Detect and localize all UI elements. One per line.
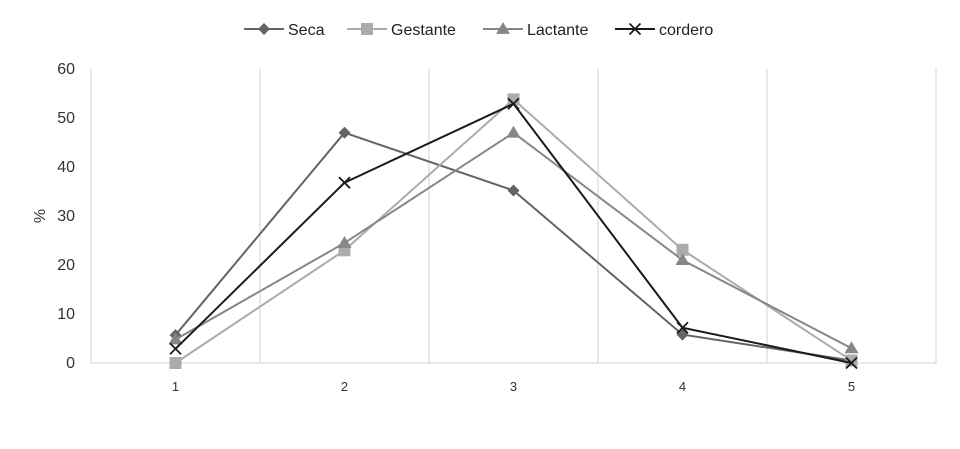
- y-tick-label: 10: [57, 306, 75, 323]
- legend-item-cordero: cordero: [615, 22, 713, 39]
- x-tick-label: 1: [172, 379, 179, 394]
- axes: 0 10 20 30 40 50 60 1 2 3 4 5: [57, 61, 936, 394]
- data-point-lactante: [337, 235, 352, 248]
- legend-marker: [361, 23, 373, 35]
- marker-stroke: [628, 22, 642, 36]
- data-point-gestante: [338, 244, 351, 257]
- series-lactante: [168, 125, 859, 354]
- x-tick-label: 4: [679, 379, 686, 394]
- y-tick-label: 0: [66, 355, 75, 372]
- data-point-lactante: [675, 253, 690, 265]
- legend-marker: [258, 23, 270, 35]
- legend-item-seca: Seca: [244, 22, 325, 39]
- y-tick-label: 30: [57, 208, 75, 225]
- data-point-cordero: [338, 176, 351, 189]
- data-point-seca: [338, 126, 351, 139]
- legend: Seca Gestante Lactante cordero: [244, 22, 713, 39]
- data-point-lactante: [168, 332, 183, 345]
- legend-item-gestante: Gestante: [347, 22, 456, 39]
- series-line-seca: [174, 131, 852, 362]
- x-tick-label: 3: [510, 379, 517, 394]
- series-group: [168, 93, 859, 370]
- x-tick-label: 2: [341, 379, 348, 394]
- series-gestante: [169, 93, 858, 369]
- series-line-lactante: [175, 131, 852, 350]
- data-point-gestante: [845, 354, 858, 367]
- series-line-cordero: [174, 102, 852, 364]
- series-cordero: [169, 97, 858, 370]
- data-point-cordero: [169, 342, 182, 355]
- series-line-gestante: [174, 98, 853, 364]
- marker-stroke: [845, 356, 858, 370]
- marker-stroke: [169, 342, 182, 355]
- y-tick-label: 40: [57, 159, 75, 176]
- legend-label: Seca: [288, 22, 325, 39]
- data-point-lactante: [506, 125, 521, 138]
- legend-label: Lactante: [527, 22, 588, 39]
- marker-stroke: [676, 321, 689, 334]
- marker-stroke: [507, 97, 520, 110]
- data-point-cordero: [676, 321, 689, 334]
- data-point-seca: [507, 184, 520, 197]
- legend-label: cordero: [659, 22, 713, 39]
- marker-stroke: [338, 176, 351, 189]
- y-tick-label: 20: [57, 257, 75, 274]
- data-point-gestante: [169, 357, 182, 369]
- legend-marker: [628, 22, 642, 36]
- legend-label: Gestante: [391, 22, 456, 39]
- x-tick-label: 5: [848, 379, 855, 394]
- data-point-cordero: [845, 356, 858, 370]
- legend-item-lactante: Lactante: [483, 22, 588, 39]
- y-tick-label: 60: [57, 61, 75, 78]
- legend-marker: [496, 22, 510, 34]
- data-point-gestante: [676, 243, 689, 256]
- data-point-gestante: [507, 93, 520, 106]
- gridlines: [90, 69, 937, 363]
- data-point-lactante: [844, 341, 859, 354]
- series-seca: [169, 126, 858, 367]
- data-point-cordero: [507, 97, 520, 110]
- y-tick-label: 50: [57, 110, 75, 127]
- y-axis-title: %: [32, 209, 49, 223]
